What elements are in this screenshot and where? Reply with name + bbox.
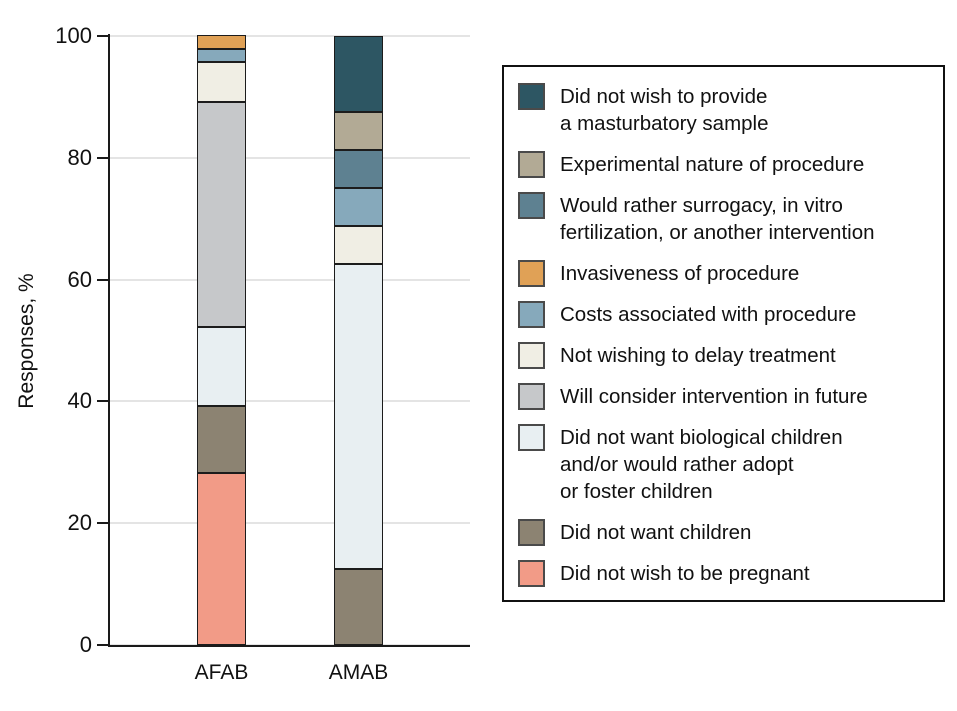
bar-segment [334, 226, 383, 265]
y-tick-mark-60 [97, 278, 108, 281]
legend-item-label: Will consider intervention in future [560, 385, 868, 408]
y-tick-mark-40 [97, 400, 108, 403]
legend-swatch-icon [518, 151, 545, 178]
legend-item-label: Did not wish to provide a masturbatory sa… [560, 85, 769, 135]
legend-swatch-icon [518, 83, 545, 110]
legend-item: Did not want children [518, 519, 935, 546]
legend-swatch-icon [518, 424, 545, 451]
gridline-40 [110, 400, 470, 403]
legend-swatch-icon [518, 192, 545, 219]
y-tick-label-40: 40 [67, 388, 92, 414]
legend-item: Did not want biological children and/or w… [518, 424, 935, 505]
legend-swatch-icon [518, 301, 545, 328]
plot-area: 0 20 40 60 80 100 AFAB AMAB [55, 25, 470, 684]
y-tick-label-80: 80 [67, 144, 92, 170]
bar-afab [197, 35, 246, 645]
bar-segment [197, 327, 246, 407]
y-tick-mark-20 [97, 522, 108, 525]
y-tick-mark-80 [97, 156, 108, 159]
legend-item: Invasiveness of procedure [518, 260, 935, 287]
legend-item-label: Did not wish to be pregnant [560, 562, 810, 585]
legend-item: Would rather surrogacy, in vitro fertiliz… [518, 192, 935, 246]
legend-item-label: Experimental nature of procedure [560, 153, 865, 176]
y-tick-label-20: 20 [67, 510, 92, 536]
legend-item: Did not wish to provide a masturbatory sa… [518, 83, 935, 137]
bar-segment [197, 35, 246, 49]
legend-swatch-icon [518, 560, 545, 587]
bar-segment [334, 568, 383, 645]
legend-item-label: Did not want biological children and/or w… [560, 426, 843, 503]
y-tick-label-60: 60 [67, 266, 92, 292]
y-tick-label-0: 0 [79, 632, 92, 657]
gridline-60 [110, 278, 470, 281]
legend-item: Experimental nature of procedure [518, 151, 935, 178]
gridline-80 [110, 156, 470, 159]
legend-item: Not wishing to delay treatment [518, 342, 935, 369]
legend-item-label: Invasiveness of procedure [560, 262, 800, 285]
gridline-20 [110, 522, 470, 525]
bar-segment [197, 406, 246, 473]
legend-item-label: Did not want children [560, 521, 752, 544]
y-axis-line [108, 34, 110, 647]
bar-segment [334, 36, 383, 113]
legend-item: Will consider intervention in future [518, 383, 935, 410]
legend-item-label: Would rather surrogacy, in vitro fertiliz… [560, 194, 875, 244]
legend-swatch-icon [518, 383, 545, 410]
bar-segment [197, 62, 246, 102]
x-axis-label-amab: AMAB [328, 661, 389, 684]
legend-item: Did not wish to be pregnant [518, 560, 935, 587]
bar-amab [334, 36, 383, 645]
legend-item-label: Not wishing to delay treatment [560, 344, 836, 367]
bar-segment [197, 472, 246, 645]
bar-segment [197, 48, 246, 63]
legend-swatch-icon [518, 260, 545, 287]
bar-segment [197, 101, 246, 328]
legend-item: Costs associated with procedure [518, 301, 935, 328]
gridline-100 [110, 35, 470, 37]
y-tick-mark-0 [97, 644, 108, 646]
bar-segment [334, 264, 383, 569]
legend: Did not wish to provide a masturbatory sa… [502, 65, 945, 602]
y-tick-label-100: 100 [55, 23, 92, 48]
legend-item-label: Costs associated with procedure [560, 303, 857, 326]
bar-segment [334, 112, 383, 151]
bar-segment [334, 188, 383, 227]
legend-swatch-icon [518, 342, 545, 369]
y-axis-title: Responses, % [15, 273, 38, 409]
y-tick-mark-100 [97, 35, 108, 37]
bar-segment [334, 150, 383, 189]
x-axis-line [108, 645, 470, 647]
x-axis-label-afab: AFAB [194, 661, 249, 684]
legend-swatch-icon [518, 519, 545, 546]
